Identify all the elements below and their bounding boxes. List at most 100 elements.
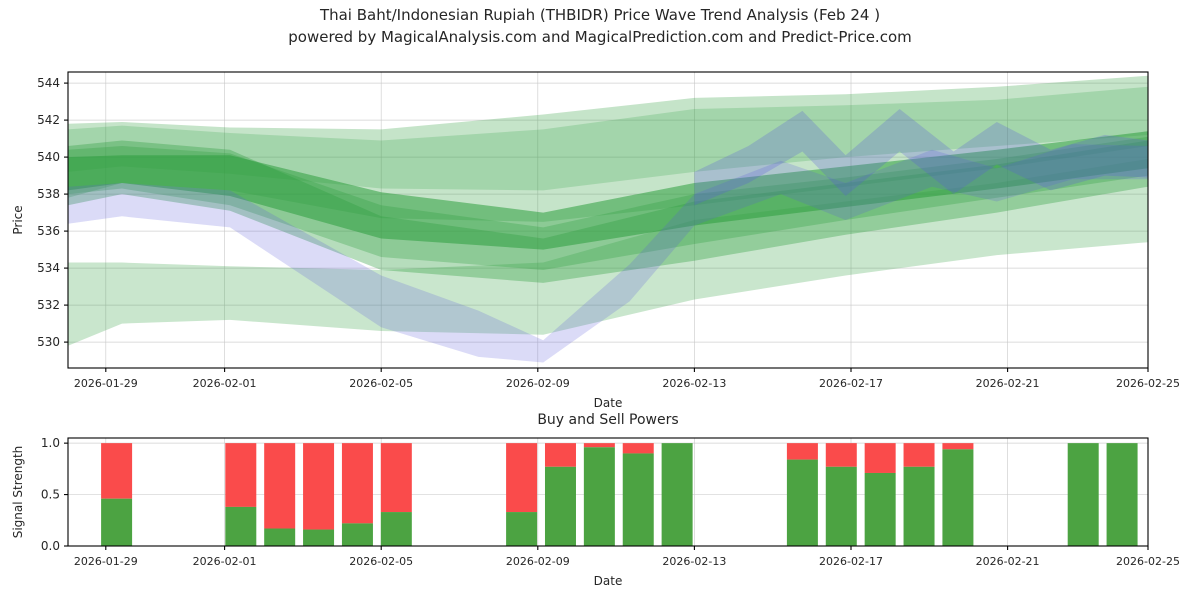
power-axes-frame — [67, 437, 1149, 547]
buy-power-segment — [583, 447, 615, 546]
buy-power-segment — [341, 523, 373, 546]
sell-power-segment — [303, 443, 335, 530]
power-bar-group-14[interactable] — [903, 443, 935, 546]
price-band-layer — [68, 75, 1148, 363]
power-xtick-label: 2026-02-09 — [506, 555, 570, 568]
buy-power-segment — [225, 506, 257, 546]
price-ytick-label: 534 — [37, 261, 60, 275]
power-xtick-label: 2026-02-05 — [349, 555, 413, 568]
sell-power-segment — [903, 443, 935, 467]
price-band-blue-band-zigzag — [694, 109, 1148, 206]
price-ytick-label: 544 — [37, 76, 60, 90]
power-yaxis-label: Signal Strength — [11, 446, 25, 539]
sell-power-segment — [101, 443, 133, 499]
buy-power-segment — [825, 466, 857, 546]
price-axes-frame — [67, 71, 1149, 369]
price-yaxis-label: Price — [11, 205, 25, 234]
power-ytick-label: 1.0 — [41, 436, 60, 450]
price-xtick-label: 2026-02-17 — [819, 377, 883, 390]
price-band-green-band-6-descend — [68, 136, 1148, 270]
price-band-green-band-5-upper-light — [68, 86, 1148, 191]
power-bar-layer — [101, 443, 1138, 546]
power-bar-group-0[interactable] — [101, 443, 133, 546]
power-bar-group-4[interactable] — [341, 443, 373, 546]
power-xtick-label: 2026-02-13 — [662, 555, 726, 568]
sell-power-segment — [864, 443, 896, 473]
power-bar-group-12[interactable] — [825, 443, 857, 546]
price-ytick-label: 542 — [37, 113, 60, 127]
price-xtick-label: 2026-02-05 — [349, 377, 413, 390]
power-bar-group-8[interactable] — [583, 443, 615, 546]
power-xtick-label: 2026-02-01 — [193, 555, 257, 568]
power-bar-group-13[interactable] — [864, 443, 896, 546]
power-chart-title: Buy and Sell Powers — [537, 412, 678, 428]
price-ytick-label: 532 — [37, 298, 60, 312]
price-xtick-label: 2026-01-29 — [74, 377, 138, 390]
buy-power-segment — [264, 528, 296, 546]
power-xtick-label: 2026-02-17 — [819, 555, 883, 568]
sell-power-segment — [544, 443, 576, 467]
power-bar-group-11[interactable] — [786, 443, 818, 546]
price-xtick-label: 2026-02-13 — [662, 377, 726, 390]
price-band-green-band-2-core-dark — [68, 131, 1148, 250]
power-bar-group-2[interactable] — [264, 443, 296, 546]
power-xtick-label: 2026-02-25 — [1116, 555, 1180, 568]
power-bar-group-16[interactable] — [1067, 443, 1099, 546]
power-ytick-label: 0.0 — [41, 539, 60, 553]
buy-power-segment — [1067, 443, 1099, 546]
price-chart-axes: 530 532 534 536 538 540 542 544 2026-01-29 2026-0… — [11, 71, 1180, 410]
buy-power-segment — [786, 459, 818, 546]
sell-power-segment — [825, 443, 857, 467]
power-bar-group-15[interactable] — [942, 443, 974, 546]
price-band-green-band-4-lower-wide — [68, 158, 1148, 346]
sell-power-segment — [264, 443, 296, 529]
price-ytick-label: 538 — [37, 187, 60, 201]
sell-power-segment — [583, 443, 615, 448]
power-bar-group-9[interactable] — [622, 443, 654, 546]
buy-power-segment — [661, 443, 693, 546]
sell-power-segment — [622, 443, 654, 454]
sell-power-segment — [786, 443, 818, 460]
power-bar-group-10[interactable] — [661, 443, 693, 546]
sell-power-segment — [506, 443, 538, 513]
sell-power-segment — [942, 443, 974, 450]
buy-power-segment — [942, 449, 974, 546]
buy-power-segment — [903, 466, 935, 546]
sell-power-segment — [341, 443, 373, 524]
power-bar-group-3[interactable] — [303, 443, 335, 546]
power-ytick-label: 0.5 — [41, 488, 60, 502]
figure-title-line-1: Thai Baht/Indonesian Rupiah (THBIDR) Pri… — [319, 6, 880, 24]
power-bar-group-7[interactable] — [544, 443, 576, 546]
price-ytick-label: 536 — [37, 224, 60, 238]
buy-power-segment — [380, 512, 412, 546]
buy-power-segment — [506, 512, 538, 546]
power-xaxis-label: Date — [594, 574, 623, 588]
power-bar-group-6[interactable] — [506, 443, 538, 546]
price-xtick-label: 2026-02-01 — [193, 377, 257, 390]
price-xtick-label: 2026-02-21 — [976, 377, 1040, 390]
sell-power-segment — [225, 443, 257, 507]
power-bar-group-5[interactable] — [380, 443, 412, 546]
power-xtick-label: 2026-01-29 — [74, 555, 138, 568]
power-bar-group-17[interactable] — [1106, 443, 1138, 546]
buy-power-segment — [544, 466, 576, 546]
power-xtick-label: 2026-02-21 — [976, 555, 1040, 568]
buy-power-segment — [622, 453, 654, 546]
power-bar-group-1[interactable] — [225, 443, 257, 546]
power-chart-axes: Buy and Sell Powers 0.0 0.5 1.0 2026-01-29 20… — [11, 412, 1180, 588]
buy-power-segment — [303, 529, 335, 546]
price-band-green-band-3-mid — [68, 140, 1148, 283]
price-xtick-label: 2026-02-25 — [1116, 377, 1180, 390]
buy-power-segment — [101, 498, 133, 546]
price-band-blue-band-forecast — [68, 144, 1148, 363]
price-xtick-label: 2026-02-09 — [506, 377, 570, 390]
price-ytick-label: 540 — [37, 150, 60, 164]
price-xaxis-label: Date — [594, 396, 623, 410]
figure-title-line-2: powered by MagicalAnalysis.com and Magic… — [288, 28, 912, 46]
sell-power-segment — [380, 443, 412, 513]
buy-power-segment — [864, 472, 896, 546]
buy-power-segment — [1106, 443, 1138, 546]
price-ytick-label: 530 — [37, 335, 60, 349]
